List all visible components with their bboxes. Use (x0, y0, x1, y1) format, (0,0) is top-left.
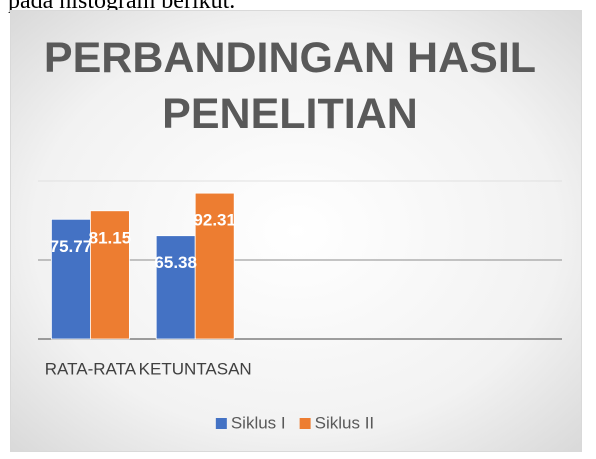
legend-label: Siklus II (315, 413, 375, 432)
bar (51, 218, 91, 340)
data-label: 65.38 (154, 253, 197, 272)
data-label: 92.31 (193, 211, 236, 230)
bar (194, 192, 235, 340)
legend-label: Siklus I (231, 413, 286, 432)
chart-title: PERBANDINGAN HASIL PENELITIAN (43, 34, 537, 138)
data-label: 81.15 (89, 228, 132, 247)
x-tick-label: RATA-RATA (45, 359, 137, 378)
bar (90, 210, 130, 340)
data-label: 75.77 (50, 237, 93, 256)
legend-swatch (299, 418, 311, 429)
bar (155, 235, 196, 340)
legend-swatch (215, 418, 227, 429)
x-tick-label: KETUNTASAN (139, 359, 252, 378)
